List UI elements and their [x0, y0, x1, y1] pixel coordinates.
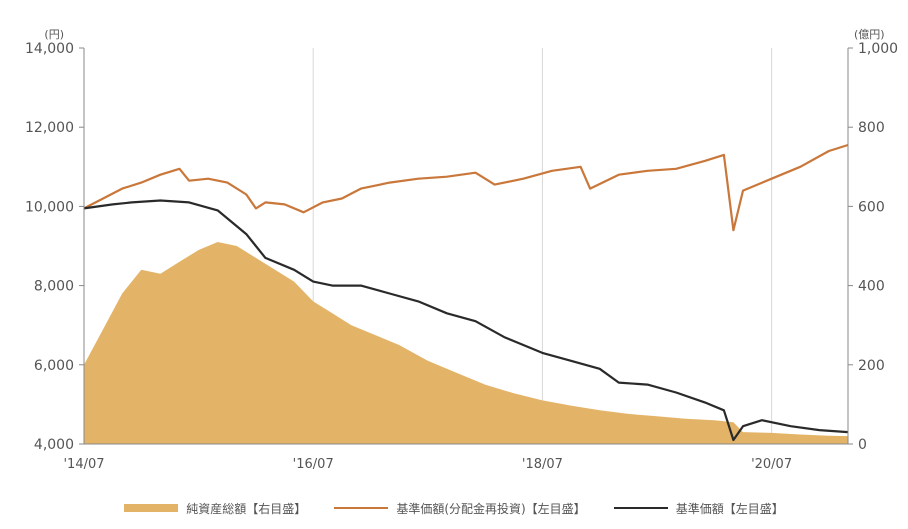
- legend-item-nav: 基準価額【左目盛】: [613, 500, 784, 517]
- x-tick-label: '16/07: [293, 457, 334, 472]
- legend: 純資産総額【右目盛】 基準価額(分配金再投資)【左目盛】 基準価額【左目盛】: [0, 496, 908, 520]
- right-tick-label: 400: [858, 279, 885, 295]
- legend-label-nav-reinvested: 基準価額(分配金再投資)【左目盛】: [396, 501, 586, 516]
- left-tick-label: 14,000: [25, 41, 74, 57]
- left-tick-label: 10,000: [25, 199, 74, 215]
- legend-swatch-net-assets: [124, 504, 179, 512]
- right-tick-label: 1,000: [858, 41, 898, 57]
- left-tick-label: 12,000: [25, 120, 74, 136]
- legend-item-nav-reinvested: 基準価額(分配金再投資)【左目盛】: [334, 500, 586, 517]
- right-tick-label: 800: [858, 120, 885, 136]
- right-tick-label: 0: [858, 437, 867, 453]
- legend-label-nav: 基準価額【左目盛】: [675, 501, 784, 516]
- legend-item-net-assets: 純資産総額【右目盛】: [124, 500, 306, 517]
- series-line-nav: [83, 199, 849, 442]
- left-tick-label: 8,000: [34, 279, 74, 295]
- right-tick-label: 200: [858, 358, 885, 374]
- right-tick-label: 600: [858, 199, 885, 215]
- x-tick-label: '20/07: [751, 457, 792, 472]
- legend-swatch-nav-reinvested: [334, 507, 389, 509]
- series-line-nav-reinvested: [83, 143, 849, 232]
- x-tick-label: '14/07: [63, 457, 104, 472]
- x-tick-label: '18/07: [522, 457, 563, 472]
- left-tick-label: 4,000: [34, 437, 74, 453]
- right-axis-unit: (億円): [854, 28, 885, 41]
- left-tick-label: 6,000: [34, 358, 74, 374]
- legend-label-net-assets: 純資産総額【右目盛】: [186, 501, 307, 516]
- legend-swatch-nav: [613, 507, 668, 509]
- left-axis-unit: (円): [44, 28, 64, 41]
- series-area-net-assets: [84, 242, 848, 444]
